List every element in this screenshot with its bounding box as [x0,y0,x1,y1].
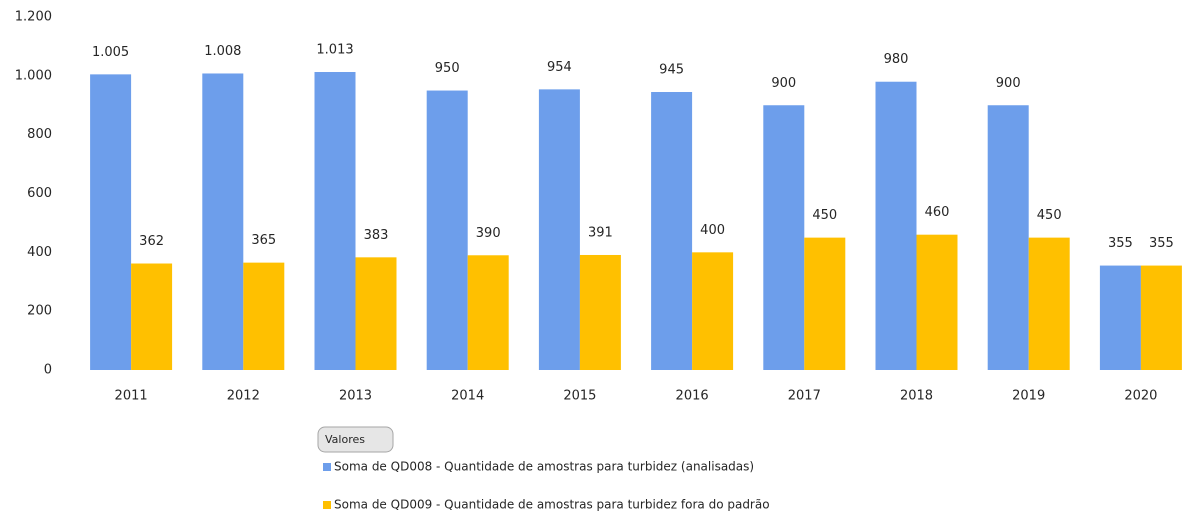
bar [426,90,468,371]
data-label: 1.005 [92,45,129,60]
legend-label: Soma de QD009 - Quantidade de amostras p… [334,498,770,512]
legend-swatch [323,501,331,509]
y-tick-label: 600 [27,186,52,201]
bar [916,234,958,370]
x-tick-label: 2012 [227,389,260,404]
data-label: 1.013 [316,43,353,58]
bar [763,105,805,370]
bar [538,89,580,371]
x-tick-label: 2020 [1124,389,1157,404]
data-label: 365 [251,233,276,248]
x-tick-label: 2014 [451,389,484,404]
data-label: 355 [1149,236,1174,251]
data-label: 450 [812,208,837,223]
bar [875,81,917,370]
data-label: 355 [1108,236,1133,251]
field-button-label[interactable]: Valores [325,433,365,446]
x-tick-label: 2011 [115,389,148,404]
data-label: 954 [547,60,572,75]
bar [651,92,693,370]
bar [1099,265,1141,370]
y-tick-label: 0 [44,363,52,378]
bar [579,254,621,370]
data-label: 1.008 [204,44,241,59]
data-label: 900 [996,76,1021,91]
y-tick-label: 1.000 [15,68,52,83]
field-button[interactable]: Valores [317,426,394,453]
bar [355,257,397,370]
bar [804,237,846,370]
bar [202,73,244,370]
bar [692,252,734,370]
x-tick-label: 2018 [900,389,933,404]
x-tick-label: 2013 [339,389,372,404]
bar [1140,265,1182,370]
legend-swatch [323,463,331,471]
y-tick-label: 1.200 [15,10,52,25]
bar [467,255,509,370]
bar [90,74,132,371]
y-tick-label: 800 [27,127,52,142]
data-label: 391 [588,225,613,240]
data-label: 390 [476,226,501,241]
field-button-box[interactable] [317,426,394,453]
x-tick-label: 2019 [1012,389,1045,404]
data-label: 900 [771,76,796,91]
bar [987,105,1029,370]
data-label: 950 [435,61,460,76]
data-label: 450 [1037,208,1062,223]
x-tick-label: 2015 [563,389,596,404]
bar [131,263,173,370]
data-label: 362 [139,234,164,249]
x-tick-label: 2016 [676,389,709,404]
data-label: 400 [700,223,725,238]
data-label: 460 [925,205,950,220]
data-label: 980 [884,52,909,67]
data-label: 383 [364,228,389,243]
legend-label: Soma de QD008 - Quantidade de amostras p… [334,460,754,474]
bar [314,72,356,371]
data-label: 945 [659,63,684,78]
x-tick-label: 2017 [788,389,821,404]
y-tick-label: 400 [27,245,52,260]
bar [1028,237,1070,370]
y-tick-label: 200 [27,304,52,319]
bar [243,262,285,370]
